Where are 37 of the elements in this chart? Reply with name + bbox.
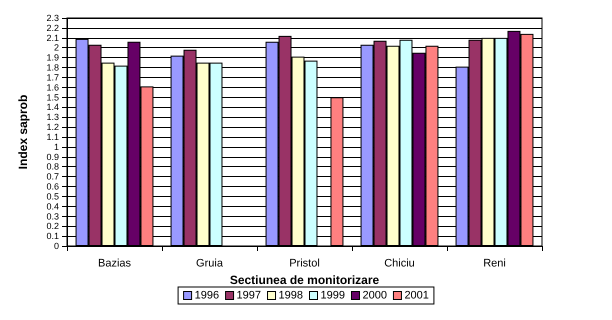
legend-label: 1996 [194, 290, 220, 302]
y-tick-label: 0.3 [46, 211, 59, 222]
y-tick-label: 0 [54, 241, 59, 251]
legend-label: 2000 [362, 290, 387, 302]
y-tick-label: 0.1 [46, 231, 59, 242]
y-tick-label: 0.4 [46, 201, 59, 212]
y-tick-label: 0.6 [46, 182, 59, 192]
y-tick-label: 2.2 [46, 22, 59, 33]
x-tick-label: Pristol [289, 258, 320, 270]
y-tick-label: 1.5 [46, 92, 59, 102]
y-tick-label: 2.1 [46, 32, 59, 43]
x-tick-label: Bazias [98, 258, 132, 270]
y-tick-label: 1.8 [46, 62, 59, 73]
legend-label: 1999 [320, 290, 345, 302]
y-tick-label: 0.8 [46, 162, 59, 172]
y-tick-label: 1.3 [46, 112, 59, 122]
legend-label: 1997 [236, 290, 262, 302]
legend-label: 2001 [404, 290, 429, 302]
y-tick-label: 1.4 [46, 102, 59, 112]
x-tick-label: Gruia [196, 258, 224, 270]
x-tick-label: Reni [483, 258, 506, 270]
y-tick-label: 1.2 [46, 122, 59, 132]
x-tick-label: Chiciu [384, 258, 415, 270]
y-tick-label: 0.2 [46, 221, 59, 232]
y-tick-label: 0.5 [46, 191, 59, 202]
x-axis-title: Sectiunea de monitorizare [230, 272, 380, 287]
y-tick-label: 0.9 [46, 152, 59, 162]
y-tick-label: 2 [54, 42, 59, 53]
legend-label: 1998 [278, 290, 304, 302]
y-tick-label: 2.3 [46, 13, 59, 23]
y-tick-label: 1.6 [46, 82, 59, 92]
y-tick-label: 1.7 [46, 72, 59, 82]
y-tick-label: 1.9 [46, 52, 59, 63]
y-tick-label: 0.7 [46, 172, 59, 182]
y-tick-label: 1.1 [46, 132, 59, 142]
y-tick-label: 1 [54, 142, 59, 152]
y-axis-title: Index saprob [16, 94, 30, 170]
